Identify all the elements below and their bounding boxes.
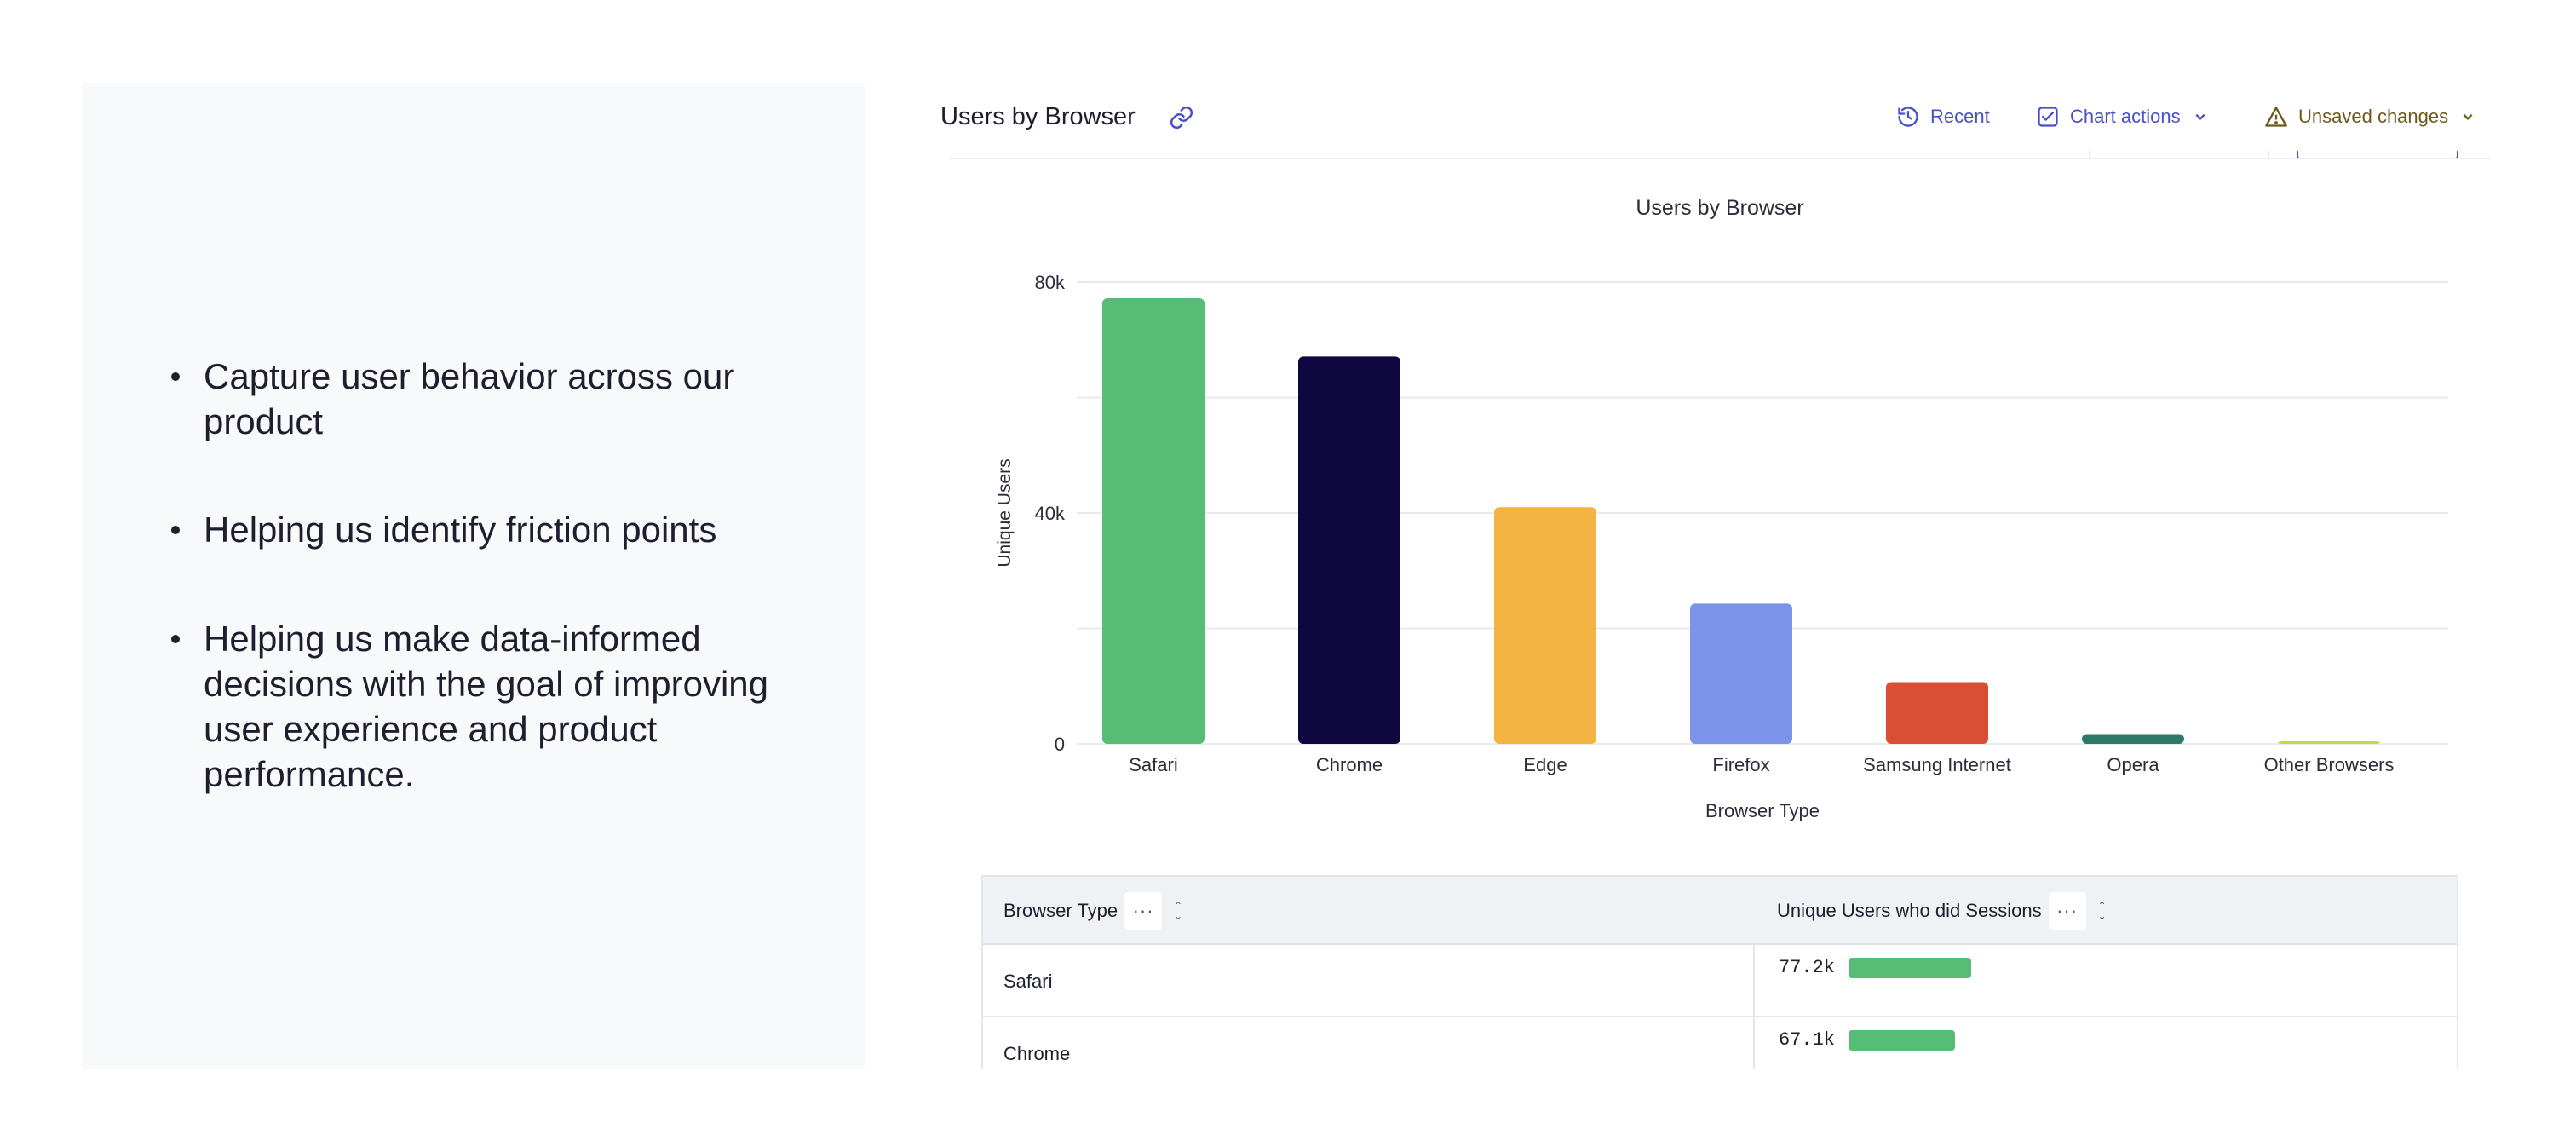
chart-actions-label: Chart actions — [2070, 106, 2181, 127]
history-icon — [1898, 107, 1918, 127]
users-cell: 67.1k — [1779, 1029, 1955, 1051]
column-menu-button[interactable]: ··· — [1124, 892, 1163, 930]
column-menu-button[interactable]: ··· — [2048, 892, 2086, 930]
recent-button[interactable]: Recent — [1896, 101, 1990, 132]
warning-icon — [2265, 107, 2287, 127]
bar — [2082, 734, 2184, 744]
bar — [1690, 603, 1792, 744]
bar — [1298, 356, 1400, 744]
x-tick-label: Opera — [2107, 754, 2159, 775]
column-divider — [1753, 1017, 1755, 1069]
recent-label: Recent — [1930, 106, 1990, 127]
x-tick-label: Safari — [1129, 754, 1177, 775]
value-bar — [1849, 1029, 1955, 1051]
unsaved-changes-button[interactable]: Unsaved changes — [2264, 101, 2484, 132]
table-header: Browser Type ··· ⌃ ⌄ Unique Users who did… — [983, 877, 2457, 945]
chart-header: Users by Browser Recent Chart actions — [940, 83, 2491, 159]
table-row[interactable]: Chrome 67.1k — [983, 1017, 2457, 1069]
table-row[interactable]: Safari 77.2k — [983, 945, 2457, 1017]
data-table: Browser Type ··· ⌃ ⌄ Unique Users who did… — [981, 875, 2458, 1069]
chart-title: Users by Browser — [1636, 196, 1803, 220]
chart-actions-icon — [2038, 107, 2058, 127]
sort-icon[interactable]: ⌃ ⌄ — [1174, 900, 1183, 922]
y-tick-label: 0 — [1055, 734, 1065, 755]
column-header-label: Unique Users who did Sessions — [1777, 900, 2042, 921]
text-panel: Capture user behavior across our product… — [83, 83, 865, 1069]
column-header-browser-type[interactable]: Browser Type ··· ⌃ ⌄ — [1003, 877, 1182, 945]
chevron-down-icon — [2463, 113, 2473, 120]
unsaved-changes-label: Unsaved changes — [2298, 106, 2449, 127]
bullet-item: Helping us identify friction points — [171, 507, 800, 552]
column-header-label: Browser Type — [1003, 900, 1118, 921]
users-value: 77.2k — [1779, 957, 1836, 978]
users-cell: 77.2k — [1779, 957, 1971, 978]
y-tick-label: 40k — [1035, 503, 1066, 524]
y-axis-label: Unique Users — [995, 458, 1015, 567]
users-value: 67.1k — [1779, 1029, 1836, 1051]
x-tick-label: Edge — [1523, 754, 1567, 775]
chart-name: Users by Browser — [940, 103, 1136, 130]
sort-icon[interactable]: ⌃ ⌄ — [2097, 900, 2107, 922]
link-icon[interactable] — [1169, 105, 1194, 130]
chart-actions-button[interactable]: Chart actions — [2036, 101, 2217, 132]
y-tick-label: 80k — [1035, 272, 1066, 293]
x-tick-label: Other Browsers — [2264, 754, 2395, 775]
browser-cell: Safari — [1003, 970, 1053, 992]
header-divider — [949, 158, 2491, 159]
x-axis-label: Browser Type — [1705, 800, 1820, 821]
browser-cell: Chrome — [1003, 1042, 1071, 1064]
bar — [1886, 682, 1988, 744]
bar — [2278, 741, 2380, 744]
bullet-item: Capture user behavior across our product — [171, 354, 800, 444]
chart-card: Users by Browser Recent Chart actions — [940, 83, 2491, 1069]
x-tick-label: Chrome — [1316, 754, 1383, 775]
x-tick-label: Firefox — [1712, 754, 1769, 775]
bullet-list: Capture user behavior across our product… — [83, 83, 865, 1069]
bar — [1102, 297, 1205, 745]
value-bar — [1849, 957, 1971, 978]
bar — [1494, 507, 1596, 744]
column-divider — [1753, 945, 1755, 1016]
column-header-unique-users[interactable]: Unique Users who did Sessions ··· ⌃ ⌄ — [1777, 877, 2107, 945]
bar-chart: 0 40k 80k Users by Browser Unique Users Brows… — [995, 196, 2448, 821]
chevron-down-icon — [2195, 113, 2205, 120]
bullet-item: Helping us make data-informed decisions … — [171, 616, 800, 797]
x-tick-label: Samsung Internet — [1863, 754, 2011, 775]
